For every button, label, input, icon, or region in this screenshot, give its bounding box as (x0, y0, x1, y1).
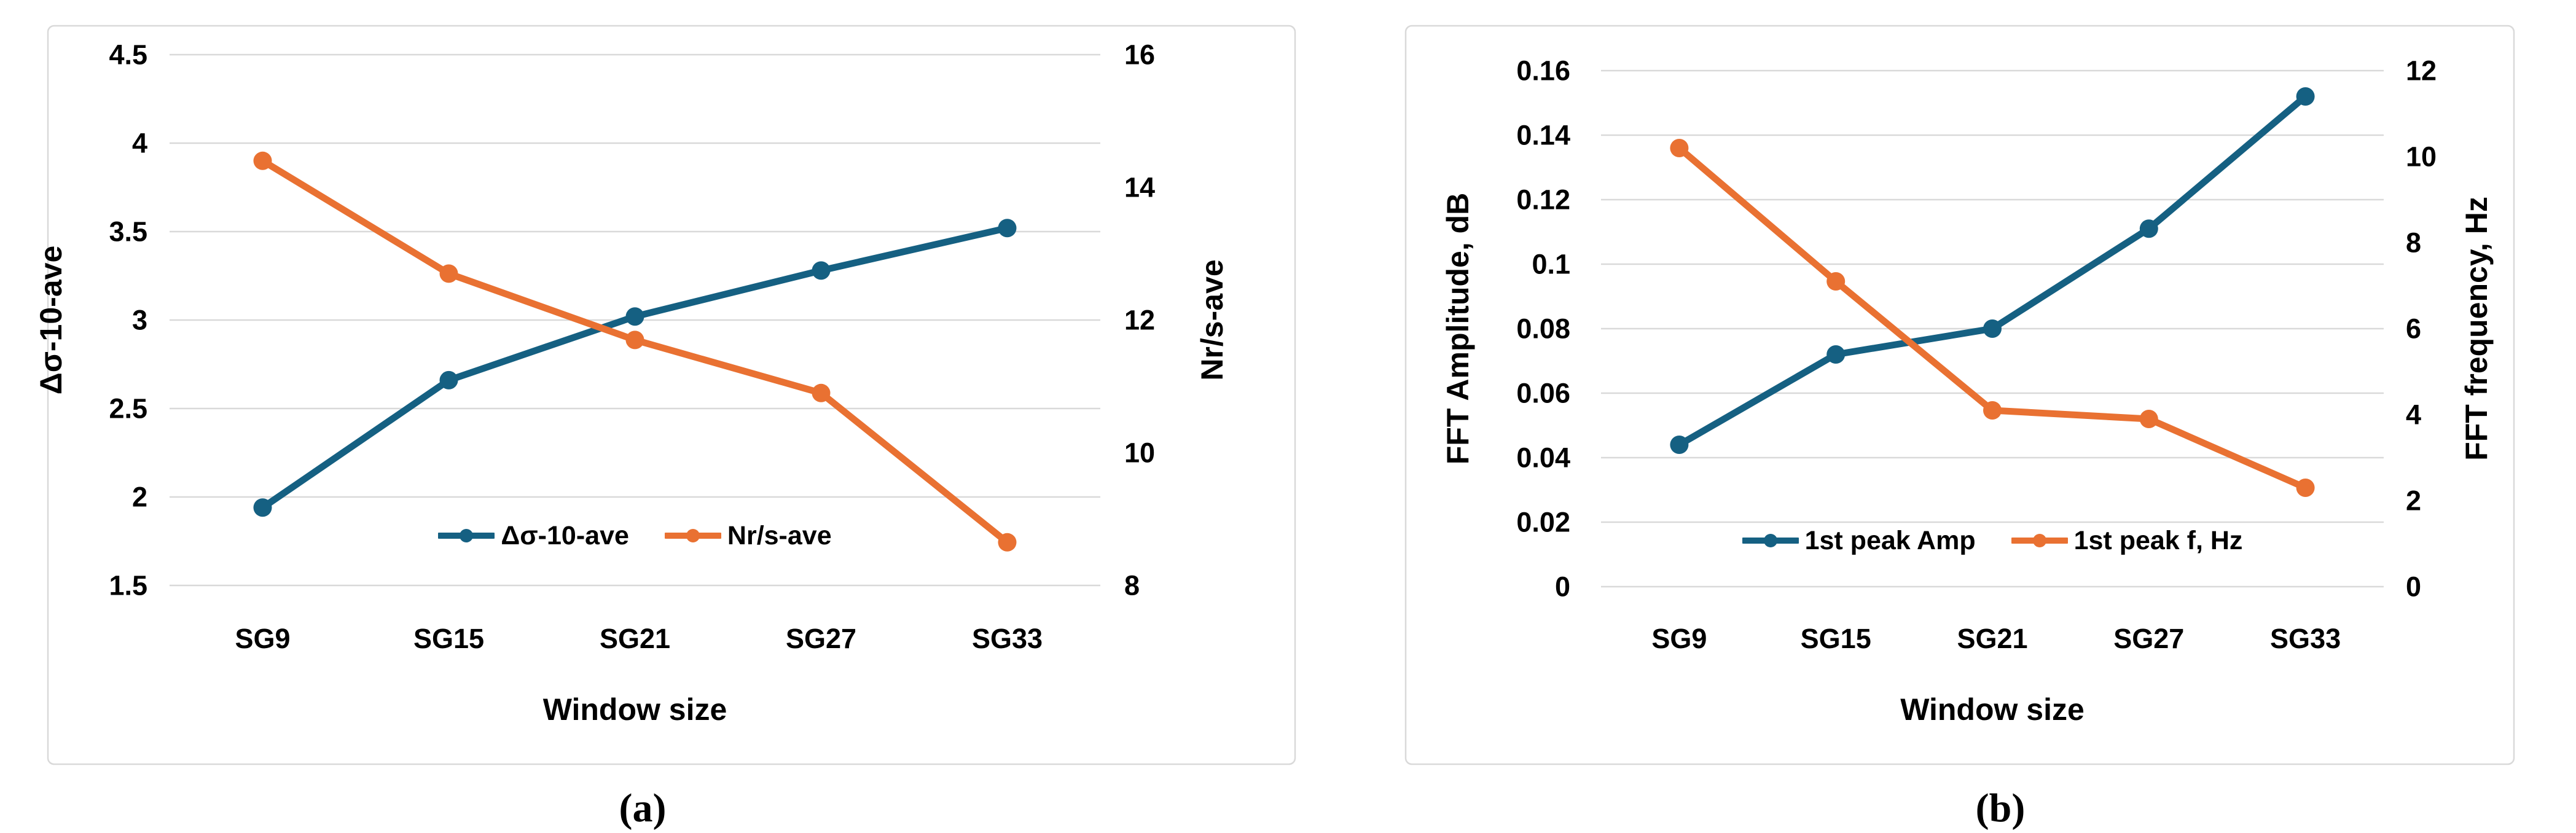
chart-a-legend: Δσ-10-ave Nr/s-ave (170, 516, 1100, 555)
data-point-marker-b-left (1983, 319, 2002, 338)
data-point-marker-a-left (253, 498, 272, 517)
chart-a-right-tick-label: 10 (1124, 437, 1155, 468)
data-point-marker-a-left (439, 370, 458, 389)
chart-b-left-tick-label: 0.04 (1516, 442, 1570, 473)
legend-label: Nr/s-ave (727, 520, 832, 550)
chart-a-category-label: SG15 (413, 623, 484, 654)
data-point-marker-a-left (998, 219, 1017, 238)
chart-b-x-axis-title: Window size (1900, 692, 2085, 727)
chart-b-left-tick-label: 0.16 (1516, 55, 1570, 86)
data-point-marker-b-left (2296, 87, 2315, 106)
chart-a-x-axis-title: Window size (543, 692, 727, 727)
chart-a-right-tick-label: 12 (1124, 304, 1155, 335)
legend-item: 1st peak Amp (1742, 526, 1976, 556)
data-point-marker-b-right (2296, 479, 2315, 497)
legend-label: 1st peak Amp (1804, 525, 1976, 555)
chart-b-left-tick-label: 0.08 (1516, 313, 1570, 344)
data-point-marker-b-left (1826, 345, 1846, 364)
data-point-marker-a-left (625, 307, 644, 326)
legend-line-marker-icon (2011, 534, 2068, 547)
chart-b-right-tick-label: 10 (2406, 141, 2437, 172)
chart-b-category-label: SG9 (1651, 623, 1707, 654)
chart-b-left-tick-label: 0.12 (1516, 184, 1570, 215)
data-point-marker-b-right (1826, 272, 1846, 291)
chart-a-category-label: SG9 (235, 623, 290, 654)
chart-a-right-tick-label: 14 (1124, 171, 1155, 203)
chart-b-left-axis-title: FFT Amplitude, dB (1441, 193, 1475, 465)
data-point-marker-a-right (998, 533, 1017, 552)
legend-line-marker-icon (438, 529, 495, 542)
data-point-marker-a-right (439, 264, 458, 283)
chart-a-left-tick-label: 3.5 (109, 216, 147, 247)
legend-item: Nr/s-ave (664, 520, 832, 551)
chart-a-left-tick-label: 2 (132, 481, 147, 512)
chart-b-left-tick-label: 0.1 (1532, 248, 1570, 280)
chart-b-right-tick-label: 2 (2406, 485, 2421, 516)
chart-a-left-tick-label: 3 (132, 304, 147, 335)
chart-b-right-tick-label: 8 (2406, 227, 2421, 258)
chart-a-left-tick-label: 4.5 (109, 39, 147, 70)
chart-a-category-label: SG27 (786, 623, 856, 654)
chart-b-right-tick-label: 6 (2406, 313, 2421, 344)
chart-a-left-tick-label: 1.5 (109, 569, 147, 601)
chart-a-panel (47, 25, 1296, 765)
data-point-marker-a-right (812, 383, 831, 402)
chart-b-left-tick-label: 0 (1555, 571, 1570, 602)
chart-b-legend: 1st peak Amp 1st peak f, Hz (1601, 521, 2384, 560)
chart-b-right-tick-label: 12 (2406, 55, 2437, 86)
chart-b-category-label: SG33 (2270, 623, 2341, 654)
chart-a-category-label: SG33 (972, 623, 1043, 654)
chart-b-right-axis-title: FFT frequency, Hz (2459, 197, 2494, 461)
legend-item: Δσ-10-ave (438, 521, 629, 551)
chart-b-left-tick-label: 0.02 (1516, 506, 1570, 538)
legend-line-marker-icon (1742, 534, 1799, 547)
data-point-marker-b-left (2139, 219, 2158, 238)
chart-a-left-axis-title: Δσ-10-ave (34, 246, 68, 394)
chart-a-right-tick-label: 16 (1124, 39, 1155, 70)
data-point-marker-a-right (253, 151, 272, 170)
chart-a-right-tick-label: 8 (1124, 569, 1140, 601)
data-point-marker-b-left (1670, 436, 1689, 454)
chart-b-right-tick-label: 0 (2406, 571, 2421, 602)
data-point-marker-b-right (1670, 139, 1689, 157)
data-point-marker-a-left (812, 261, 831, 280)
legend-item: 1st peak f, Hz (2011, 525, 2243, 556)
data-point-marker-b-right (2139, 410, 2158, 428)
chart-b-left-tick-label: 0.14 (1516, 119, 1570, 151)
chart-b-caption: (b) (1975, 786, 2026, 831)
chart-a-caption: (a) (619, 786, 667, 831)
chart-b-right-tick-label: 4 (2406, 399, 2421, 430)
chart-b-panel (1404, 25, 2515, 765)
chart-b-left-tick-label: 0.06 (1516, 377, 1570, 409)
chart-a-left-tick-label: 4 (132, 127, 147, 158)
chart-a-left-tick-label: 2.5 (109, 393, 147, 424)
chart-a-category-label: SG21 (600, 623, 670, 654)
legend-label: 1st peak f, Hz (2073, 525, 2243, 555)
legend-label: Δσ-10-ave (501, 520, 629, 550)
chart-b-category-label: SG15 (1801, 623, 1871, 654)
chart-a-right-axis-title: Nr/s-ave (1195, 259, 1229, 380)
chart-b-category-label: SG21 (1957, 623, 2027, 654)
chart-b-category-label: SG27 (2113, 623, 2184, 654)
legend-line-marker-icon (664, 529, 721, 542)
data-point-marker-b-right (1983, 401, 2002, 420)
data-point-marker-a-right (625, 330, 644, 350)
